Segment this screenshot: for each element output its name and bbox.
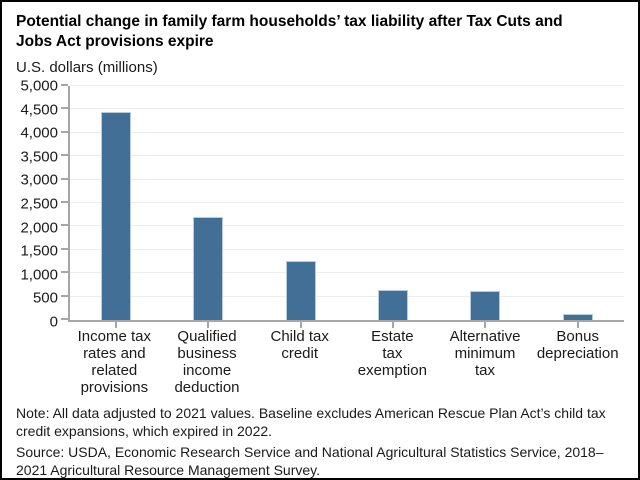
x-axis-tick-mark — [115, 322, 118, 328]
bar-column — [532, 86, 624, 328]
x-axis-tick-mark — [299, 322, 302, 328]
bar-column — [70, 86, 162, 328]
gridline — [70, 248, 624, 250]
x-axis-category-label: Income tax rates and related provisions — [77, 328, 152, 396]
y-axis-tick-mark — [61, 84, 68, 86]
gridline — [70, 108, 624, 110]
y-axis-tick-mark — [61, 318, 68, 320]
y-tick-label: 3,500 — [20, 148, 58, 166]
y-axis-tick-mark — [61, 294, 68, 297]
x-axis-tick-mark — [392, 322, 395, 328]
bar — [101, 111, 132, 320]
y-axis-unit-label: U.S. dollars (millions) — [16, 59, 158, 76]
gridline — [70, 295, 624, 297]
x-axis-category-label: Bonus depreciation — [536, 328, 619, 362]
bar-column — [255, 86, 347, 328]
y-tick-label: 0 — [49, 313, 58, 331]
y-tick-label: 2,000 — [20, 219, 58, 237]
y-tick-label: 1,000 — [20, 266, 58, 284]
y-axis-tick-mark — [61, 154, 68, 157]
gridline — [70, 225, 624, 227]
bar-chart: 0 500 1,000 1,500 2,000 2,500 3,000 3,500 4,000 4… — [16, 79, 624, 330]
y-tick-label: 2,500 — [20, 195, 58, 213]
x-axis-category-label: Alternative minimum tax — [449, 328, 521, 379]
source-text: Source: USDA, Economic Research Service … — [16, 444, 604, 478]
y-axis-tick-mark — [61, 130, 68, 133]
y-axis-tick-mark — [61, 107, 68, 110]
bars-container — [70, 86, 624, 328]
y-axis-tick-mark — [61, 177, 68, 180]
x-axis-tick-mark — [207, 322, 210, 328]
plot-area — [61, 84, 624, 328]
y-axis-tick-mark — [61, 271, 68, 274]
gridline — [70, 155, 624, 157]
y-axis-tick-mark — [61, 201, 68, 203]
gridline — [70, 131, 624, 133]
x-axis-category-label: Qualified business income deduction — [174, 328, 240, 396]
gridline — [70, 178, 624, 180]
x-axis-category-label: Estate tax exemption — [357, 328, 427, 379]
y-axis-tick-mark — [61, 224, 68, 227]
bar-column — [439, 86, 531, 328]
y-tick-label: 5,000 — [20, 77, 58, 95]
bar — [562, 313, 593, 320]
x-axis-labels: Income tax rates and related provisions Q… — [68, 328, 624, 396]
gridline — [70, 85, 624, 86]
gridline — [70, 202, 624, 203]
x-axis-category-label: Child tax credit — [270, 328, 329, 362]
y-tick-label: 4,500 — [20, 101, 58, 119]
y-tick-label: 1,500 — [20, 242, 58, 260]
bar-column — [162, 86, 254, 328]
y-tick-label: 4,000 — [20, 124, 58, 142]
y-tick-label: 500 — [32, 289, 58, 307]
x-axis-tick-mark — [484, 322, 487, 328]
note-text: Note: All data adjusted to 2021 values. … — [16, 405, 606, 439]
y-axis-tick-mark — [61, 247, 68, 250]
chart-title: Potential change in family farm househol… — [16, 13, 563, 50]
bar-column — [347, 86, 439, 328]
gridline — [70, 272, 624, 274]
bar — [378, 289, 409, 320]
y-tick-label: 3,000 — [20, 171, 58, 189]
bar — [470, 290, 501, 320]
bar — [285, 261, 316, 320]
y-axis-tick-labels: 0 500 1,000 1,500 2,000 2,500 3,000 3,500 4,000 4… — [16, 79, 68, 330]
x-axis-tick-mark — [576, 322, 579, 328]
bar — [193, 217, 224, 320]
